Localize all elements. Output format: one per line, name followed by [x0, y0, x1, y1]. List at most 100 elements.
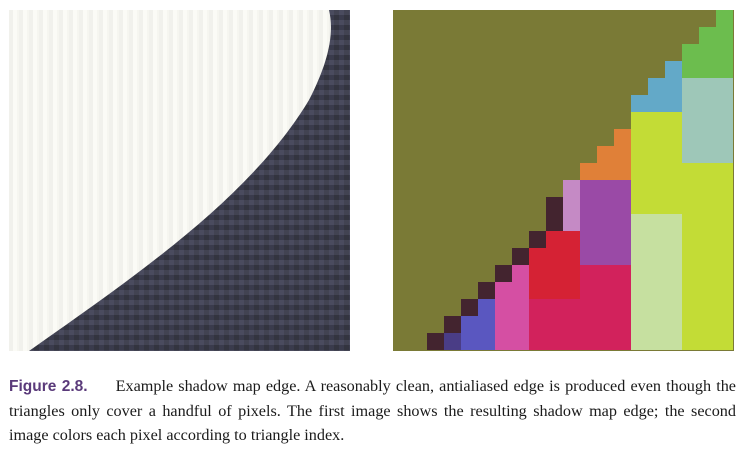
triangle-index-pixel — [648, 248, 665, 265]
triangle-index-pixel — [682, 299, 699, 316]
triangle-index-pixel — [597, 316, 614, 333]
triangle-index-pixel — [716, 299, 733, 316]
triangle-index-pixel — [597, 282, 614, 299]
triangle-index-pixel — [580, 231, 597, 248]
triangle-index-pixel — [716, 95, 733, 112]
triangle-index-pixel — [563, 282, 580, 299]
triangle-index-pixel — [716, 146, 733, 163]
triangle-index-pixel — [682, 180, 699, 197]
triangle-index-pixel — [546, 248, 563, 265]
triangle-index-pixel — [716, 333, 733, 350]
triangle-index-pixel — [580, 180, 597, 197]
triangle-index-pixel — [716, 282, 733, 299]
triangle-index-pixel — [631, 214, 648, 231]
triangle-index-pixel — [665, 231, 682, 248]
triangle-index-pixel — [648, 197, 665, 214]
triangle-index-pixel — [716, 265, 733, 282]
triangle-index-pixel — [580, 265, 597, 282]
triangle-index-pixel — [580, 163, 597, 180]
triangle-index-pixel — [682, 248, 699, 265]
shadow-map-edge-image — [9, 10, 350, 351]
triangle-index-pixel — [614, 248, 631, 265]
triangle-index-pixel — [699, 78, 716, 95]
triangle-index-pixel — [495, 333, 512, 350]
shadow-region — [29, 10, 350, 351]
triangle-index-pixel — [614, 231, 631, 248]
triangle-index-pixel — [529, 231, 546, 248]
figure-caption: Figure 2.8. Example shadow map edge. A re… — [9, 374, 736, 447]
triangle-index-pixel — [665, 333, 682, 350]
triangle-index-pixel — [716, 248, 733, 265]
triangle-index-pixel — [648, 180, 665, 197]
triangle-index-pixel — [648, 78, 665, 95]
triangle-index-pixel — [444, 316, 461, 333]
triangle-index-pixel — [648, 146, 665, 163]
triangle-index-pixel — [563, 180, 580, 197]
triangle-index-pixel — [682, 316, 699, 333]
triangle-index-pixel — [580, 214, 597, 231]
triangle-index-pixel — [648, 231, 665, 248]
triangle-index-pixel — [665, 163, 682, 180]
triangle-index-pixel — [478, 282, 495, 299]
triangle-index-pixel — [682, 61, 699, 78]
triangle-index-pixel — [495, 265, 512, 282]
triangle-index-pixel — [648, 112, 665, 129]
triangle-index-pixel — [648, 163, 665, 180]
triangle-index-pixel — [699, 95, 716, 112]
triangle-index-pixel — [580, 333, 597, 350]
triangle-index-pixel — [546, 214, 563, 231]
triangle-index-pixel — [444, 333, 461, 350]
triangle-index-pixel — [699, 180, 716, 197]
triangle-index-pixel — [699, 265, 716, 282]
triangle-index-pixel — [614, 333, 631, 350]
triangle-index-pixel — [631, 180, 648, 197]
triangle-index-pixel — [699, 61, 716, 78]
triangle-index-pixel — [614, 129, 631, 146]
triangle-index-pixel — [648, 282, 665, 299]
triangle-index-pixel — [597, 163, 614, 180]
triangle-index-pixel — [512, 265, 529, 282]
triangle-index-pixel — [597, 180, 614, 197]
triangle-index-pixel — [631, 95, 648, 112]
triangle-index-svg — [393, 10, 734, 351]
triangle-index-pixel — [631, 316, 648, 333]
triangle-index-pixel — [563, 299, 580, 316]
triangle-index-pixel — [648, 95, 665, 112]
triangle-index-pixel — [716, 112, 733, 129]
triangle-index-pixel — [648, 299, 665, 316]
triangle-index-pixel — [665, 282, 682, 299]
triangle-index-pixel — [529, 333, 546, 350]
triangle-index-pixel — [512, 282, 529, 299]
triangle-index-pixel — [614, 197, 631, 214]
triangle-index-pixel — [699, 129, 716, 146]
triangle-index-pixel — [682, 265, 699, 282]
triangle-index-pixel — [546, 333, 563, 350]
triangle-index-pixel — [665, 197, 682, 214]
triangle-index-pixel — [512, 316, 529, 333]
triangle-index-pixel — [716, 231, 733, 248]
caption-text: Example shadow map edge. A reasonably cl… — [9, 377, 736, 444]
triangle-index-pixel — [631, 231, 648, 248]
triangle-index-pixel — [716, 129, 733, 146]
triangle-index-pixel — [597, 214, 614, 231]
triangle-index-pixel — [665, 214, 682, 231]
triangle-index-pixel — [614, 163, 631, 180]
triangle-index-pixel — [665, 112, 682, 129]
triangle-index-pixel — [546, 265, 563, 282]
triangle-index-pixel — [546, 282, 563, 299]
triangle-index-pixel — [665, 265, 682, 282]
triangle-index-pixel — [648, 316, 665, 333]
triangle-index-pixel — [614, 316, 631, 333]
triangle-index-pixel — [631, 146, 648, 163]
triangle-index-pixel — [512, 333, 529, 350]
triangle-index-pixel — [580, 248, 597, 265]
triangle-index-pixel — [682, 214, 699, 231]
triangle-index-pixel — [563, 197, 580, 214]
triangle-index-pixel — [716, 78, 733, 95]
triangle-index-pixel — [648, 129, 665, 146]
triangle-index-pixel — [665, 95, 682, 112]
triangle-index-pixel — [699, 248, 716, 265]
triangle-index-pixel — [716, 316, 733, 333]
figure-label: Figure 2.8. — [9, 378, 88, 395]
triangle-index-pixel — [682, 44, 699, 61]
